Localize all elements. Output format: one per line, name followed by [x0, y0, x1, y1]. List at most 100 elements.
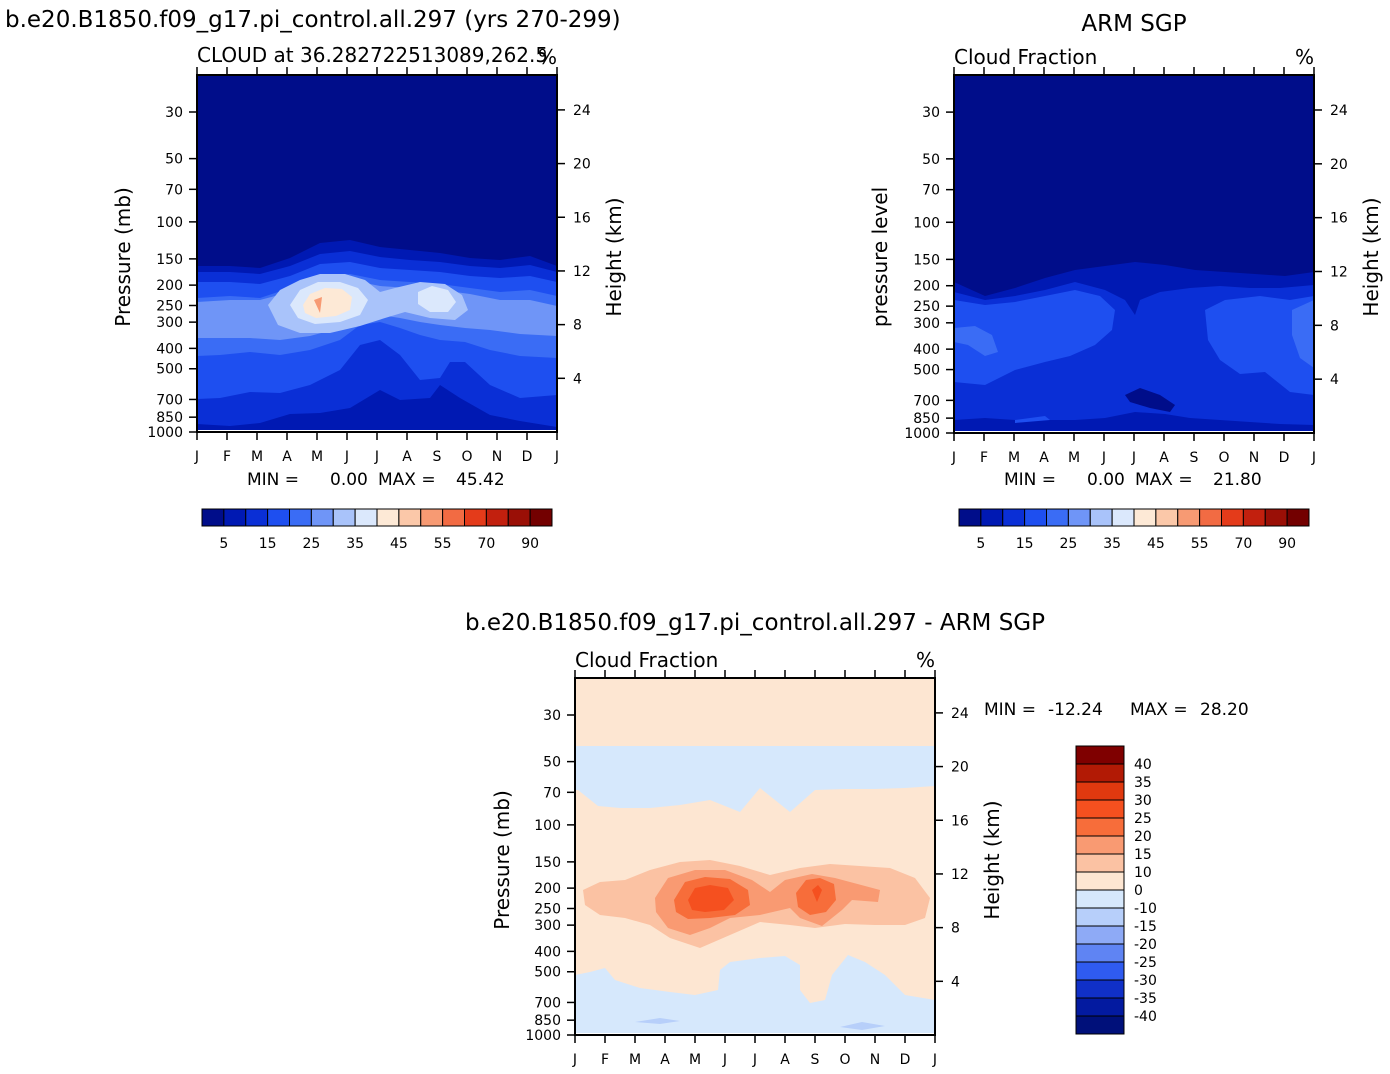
model-pressure-tick-label: 200: [156, 278, 183, 294]
diff-colorbar-swatch: [1075, 925, 1125, 945]
obs-min-value: 0.00: [1087, 470, 1125, 490]
obs-month-label: J: [951, 450, 956, 466]
model-colorbar-swatch: [267, 508, 290, 527]
obs-colorbar-swatch: [1286, 508, 1310, 527]
obs-height-tick-label: 16: [1330, 211, 1348, 227]
obs-height-tick-label: 12: [1330, 264, 1348, 280]
model-main-title: b.e20.B1850.f09_g17.pi_control.all.297 (…: [5, 7, 621, 33]
diff-colorbar-label: 25: [1134, 811, 1152, 827]
obs-height-tick-label: 8: [1330, 318, 1339, 334]
diff-month-label: O: [839, 1052, 850, 1068]
obs-month-label: A: [1039, 450, 1049, 466]
diff-colorbar-label: -30: [1134, 973, 1157, 989]
model-y-axis-label: Pressure (mb): [111, 187, 135, 327]
diff-colorbar-label: -40: [1134, 1009, 1157, 1025]
obs-colorbar-label: 55: [1191, 536, 1209, 552]
diff-colorbar-label: 0: [1134, 883, 1143, 899]
obs-month-label: J: [1131, 450, 1136, 466]
obs-month-label: A: [1159, 450, 1169, 466]
obs-max-label: MAX =: [1135, 470, 1193, 490]
model-pressure-tick-label: 1000: [147, 425, 183, 441]
model-colorbar-swatch: [223, 508, 247, 527]
model-month-label: J: [374, 449, 379, 465]
obs-pressure-tick-label: 150: [913, 252, 940, 268]
diff-colorbar-label: -25: [1134, 955, 1157, 971]
model-contour-field: [197, 75, 557, 432]
model-colorbar-label: 90: [521, 536, 539, 552]
diff-colorbar-label: 30: [1134, 793, 1152, 809]
model-colorbar-swatch: [507, 508, 531, 527]
diff-colorbar-swatch: [1075, 1015, 1125, 1035]
diff-min-value: -12.24: [1048, 700, 1103, 720]
model-pressure-tick-label: 700: [156, 392, 183, 408]
obs-right-title: %: [1295, 45, 1314, 69]
obs-colorbar-swatch: [1024, 508, 1047, 527]
diff-month-label: D: [900, 1052, 911, 1068]
obs-colorbar-swatch: [1177, 508, 1201, 527]
diff-pressure-tick-label: 400: [534, 944, 561, 960]
model-month-label: J: [554, 449, 559, 465]
diff-pressure-tick-label: 30: [543, 708, 561, 724]
diff-pressure-tick-label: 850: [534, 1013, 561, 1029]
diff-y-axis-label: Pressure (mb): [490, 790, 514, 930]
obs-colorbar-swatch: [1221, 508, 1244, 527]
diff-month-label: N: [870, 1052, 880, 1068]
model-month-label: M: [311, 449, 323, 465]
diff-contour-level-minus-10-lower: [575, 955, 935, 1035]
model-colorbar-swatch: [332, 508, 356, 527]
obs-contour-level-15: [954, 290, 1314, 423]
model-month-label: F: [223, 449, 231, 465]
obs-max-value: 21.80: [1213, 470, 1262, 490]
diff-colorbar-swatch: [1075, 961, 1125, 981]
obs-colorbar-swatch: [1155, 508, 1179, 527]
obs-pressure-tick-label: 850: [913, 411, 940, 427]
diff-colorbar-swatch: [1075, 799, 1125, 819]
diff-y2-axis-label: Height (km): [980, 800, 1004, 919]
diff-pressure-tick-label: 1000: [525, 1028, 561, 1044]
obs-month-label: N: [1249, 450, 1259, 466]
obs-pressure-tick-label: 400: [913, 342, 940, 358]
diff-colorbar-label: -20: [1134, 937, 1157, 953]
diff-height-tick-label: 12: [951, 867, 969, 883]
model-height-tick-label: 12: [573, 264, 591, 280]
model-month-label: S: [433, 449, 442, 465]
obs-y2-axis-label: Height (km): [1359, 197, 1383, 316]
obs-height-tick-label: 20: [1330, 157, 1348, 173]
model-height-tick-label: 16: [573, 210, 591, 226]
obs-pressure-tick-label: 500: [913, 363, 940, 379]
diff-colorbar-swatch: [1075, 907, 1125, 927]
obs-colorbar-label: 70: [1234, 536, 1252, 552]
model-left-title: CLOUD at 36.282722513089,262.5: [197, 43, 548, 67]
diff-pressure-tick-label: 50: [543, 755, 561, 771]
diff-colorbar-swatch: [1075, 853, 1125, 873]
diff-colorbar-label: -10: [1134, 901, 1157, 917]
model-colorbar-label: 5: [219, 536, 228, 552]
obs-min-label: MIN =: [1004, 470, 1056, 490]
diff-colorbar-swatch: [1075, 817, 1125, 837]
obs-pressure-tick-label: 100: [913, 215, 940, 231]
obs-colorbar-swatch: [1111, 508, 1135, 527]
model-month-label: O: [461, 449, 472, 465]
diff-right-title: %: [916, 648, 935, 672]
diff-contour-level-minus-15-a: [635, 1018, 680, 1024]
model-colorbar-swatch: [485, 508, 509, 527]
model-colorbar-label: 45: [390, 536, 408, 552]
model-month-label: M: [251, 449, 263, 465]
diff-contour-level-25: [688, 885, 822, 912]
model-colorbar-swatch: [201, 508, 225, 527]
obs-pressure-tick-label: 50: [922, 152, 940, 168]
model-pressure-tick-label: 100: [156, 215, 183, 231]
diff-colorbar-swatch: [1075, 889, 1125, 909]
diff-month-label: A: [660, 1052, 670, 1068]
model-contour-level-40: [303, 288, 352, 318]
obs-month-label: J: [1101, 450, 1106, 466]
diff-colorbar-swatch: [1075, 835, 1125, 855]
model-max-label: MAX =: [378, 470, 436, 490]
model-colorbar-swatch: [354, 508, 378, 527]
obs-colorbar-swatch: [1133, 508, 1157, 527]
obs-colorbar-label: 35: [1103, 536, 1121, 552]
